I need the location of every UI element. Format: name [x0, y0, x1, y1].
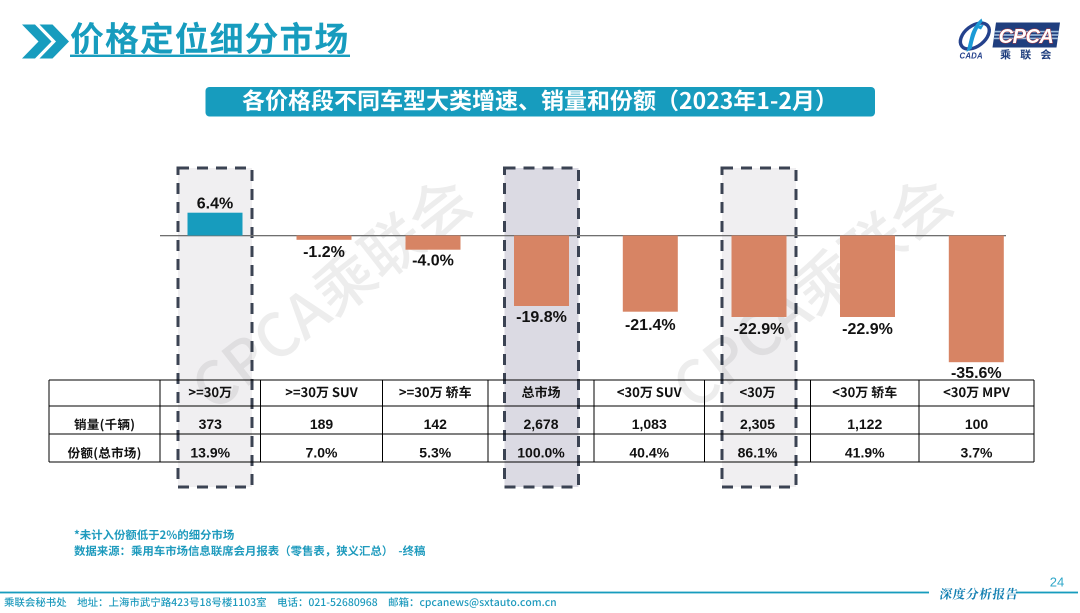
svg-text:-21.4%: -21.4%	[625, 317, 676, 334]
svg-text:2,678: 2,678	[523, 416, 558, 432]
svg-text:189: 189	[310, 416, 334, 432]
svg-text:373: 373	[199, 416, 223, 432]
svg-text:5.3%: 5.3%	[419, 444, 451, 460]
svg-text:CADA: CADA	[960, 51, 983, 60]
svg-text:40.4%: 40.4%	[629, 444, 669, 460]
svg-text:13.9%: 13.9%	[190, 444, 230, 460]
svg-text:86.1%: 86.1%	[738, 444, 778, 460]
svg-text:41.9%: 41.9%	[845, 444, 885, 460]
svg-text:-22.9%: -22.9%	[734, 321, 785, 338]
svg-text:-4.0%: -4.0%	[412, 253, 454, 270]
svg-text:6.4%: 6.4%	[197, 195, 233, 212]
svg-text:1,083: 1,083	[632, 416, 667, 432]
svg-text:-19.8%: -19.8%	[516, 309, 567, 326]
svg-text:CPCA: CPCA	[999, 26, 1054, 48]
svg-text:2,305: 2,305	[740, 416, 775, 432]
svg-text:1,122: 1,122	[847, 416, 882, 432]
svg-text:24: 24	[1050, 575, 1064, 590]
svg-text:-22.9%: -22.9%	[842, 321, 893, 338]
svg-text:3.7%: 3.7%	[961, 444, 993, 460]
svg-text:142: 142	[424, 416, 448, 432]
svg-text:100.0%: 100.0%	[517, 444, 565, 460]
svg-text:-1.2%: -1.2%	[303, 244, 345, 261]
svg-text:-35.6%: -35.6%	[951, 365, 1002, 382]
svg-text:7.0%: 7.0%	[306, 444, 338, 460]
svg-text:100: 100	[965, 416, 989, 432]
